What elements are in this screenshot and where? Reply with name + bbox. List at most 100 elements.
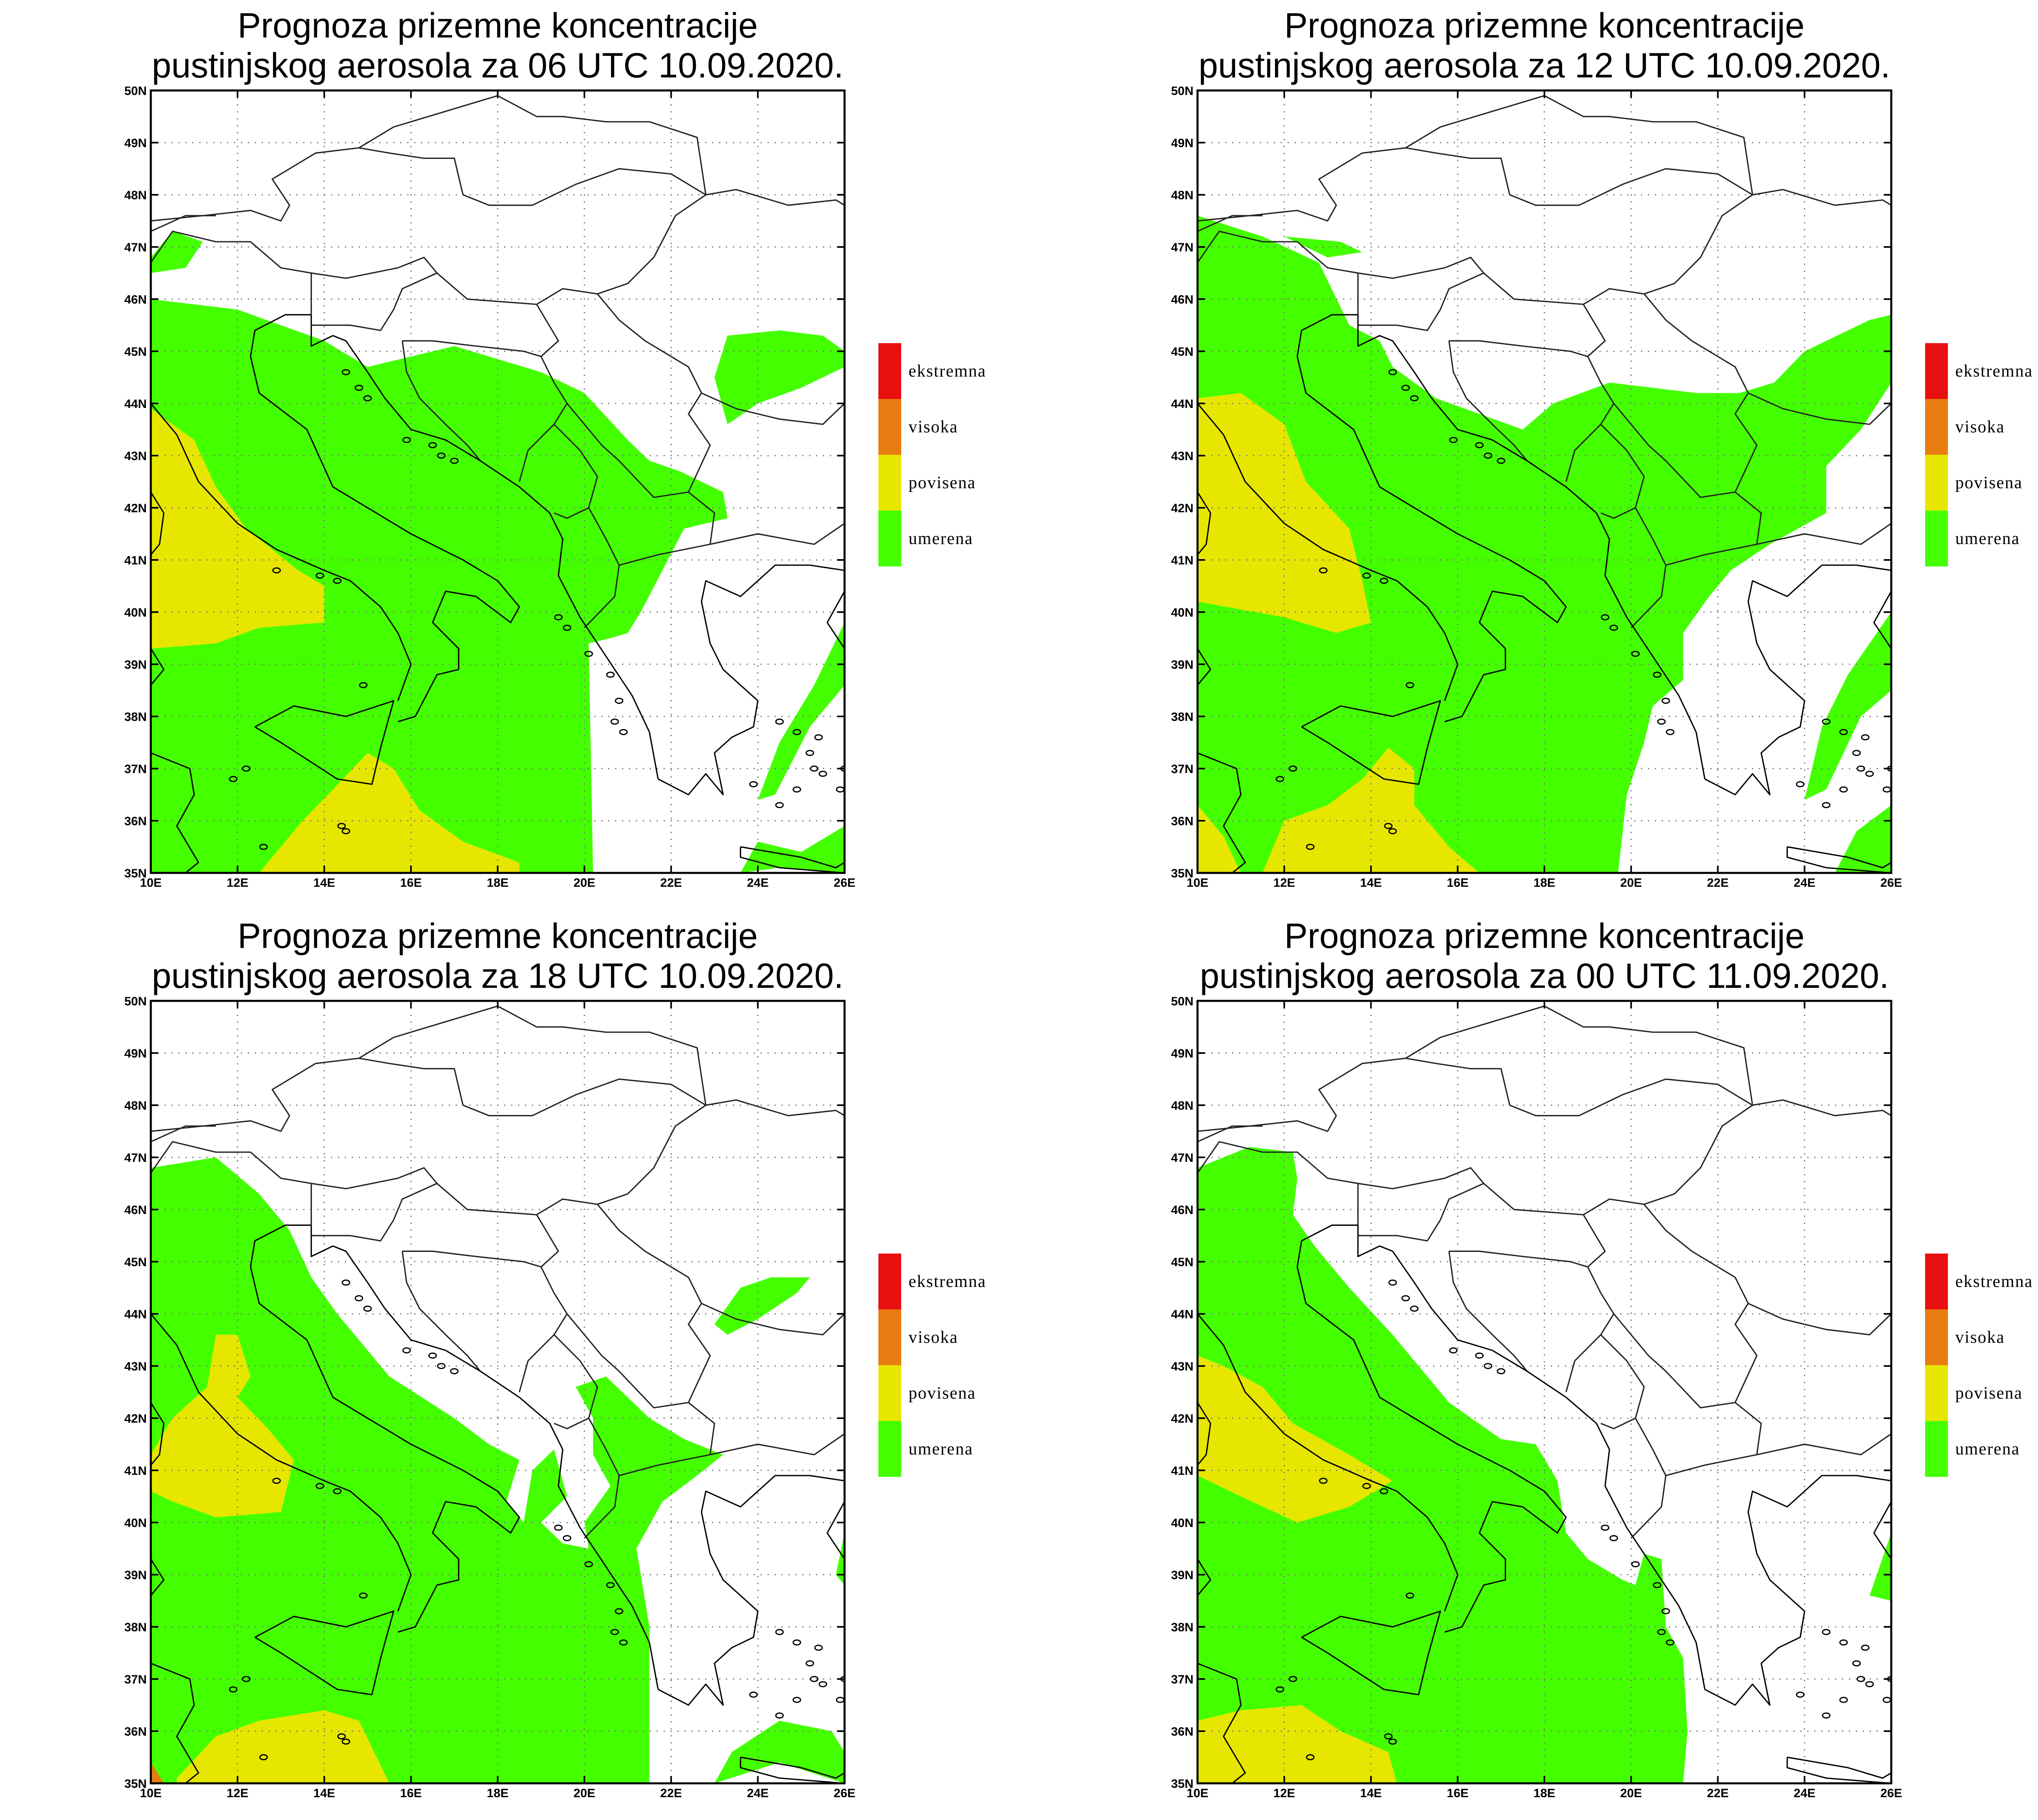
coastline (151, 1663, 199, 1783)
region-povisena (151, 408, 324, 649)
lat-label: 49N (124, 1047, 147, 1060)
lon-label: 12E (1273, 876, 1295, 890)
country-border (1630, 1418, 1667, 1539)
legend-label-umerena: umerena (909, 529, 973, 548)
legend-swatch-povisena (1925, 1365, 1948, 1421)
lon-label: 26E (834, 876, 855, 890)
country-border (1448, 1251, 1528, 1372)
island (1275, 776, 1284, 782)
country-border (619, 523, 845, 566)
lat-label: 44N (124, 1308, 147, 1321)
coastline (740, 846, 845, 873)
island (1631, 650, 1640, 657)
coastline (1198, 1402, 1211, 1466)
coastline (1357, 315, 1706, 779)
lon-label: 14E (313, 1787, 335, 1800)
island (342, 828, 351, 835)
lon-label: 18E (1533, 1787, 1555, 1800)
panel-title-line2: pustinjskog aerosola za 06 UTC 10.09.202… (152, 46, 843, 85)
map-area (151, 90, 845, 873)
panel-title-line1: Prognoza prizemne koncentracije (238, 917, 758, 956)
legend-label-umerena: umerena (1955, 529, 2020, 548)
legend-swatch-umerena (878, 1421, 901, 1477)
lat-label: 47N (124, 241, 147, 254)
lon-label: 18E (487, 876, 508, 890)
legend-swatch-umerena (1925, 511, 1948, 566)
country-border (1198, 147, 1511, 222)
lat-label: 37N (124, 1673, 147, 1686)
country-border (1198, 1058, 1511, 1132)
island (1388, 828, 1397, 835)
lat-label: 42N (1171, 502, 1193, 515)
region-visoka (151, 1762, 164, 1783)
region-povisena (1198, 805, 1241, 873)
coastline (250, 314, 520, 723)
lat-label: 41N (1171, 554, 1193, 567)
island (1275, 1686, 1284, 1693)
panel-title-line2: pustinjskog aerosola za 00 UTC 11.09.202… (1200, 956, 1889, 996)
island (259, 1754, 268, 1761)
map-area (151, 1001, 845, 1783)
lat-label: 37N (124, 762, 147, 776)
lat-label: 46N (124, 293, 147, 306)
coastline (657, 564, 845, 795)
legend: ekstremna visoka povisena umerena (1925, 343, 2032, 566)
country-border (554, 1334, 598, 1430)
island (1839, 1697, 1848, 1703)
country-border (1613, 1313, 1736, 1408)
island (1822, 1712, 1831, 1719)
island (1865, 771, 1874, 777)
lon-label: 12E (227, 1787, 248, 1800)
island (584, 1561, 593, 1567)
lon-label: 18E (487, 1787, 508, 1800)
island (619, 1639, 628, 1646)
island (333, 577, 342, 584)
island (1388, 1279, 1397, 1286)
coastline (1787, 846, 1891, 873)
island (1497, 1368, 1506, 1375)
coastline (1704, 564, 1891, 795)
island (1475, 1352, 1484, 1359)
region-povisena (176, 1710, 390, 1783)
lon-label: 24E (747, 1787, 769, 1800)
coastline (151, 1313, 412, 1612)
island (1609, 1535, 1618, 1541)
island (1410, 395, 1419, 401)
island (584, 650, 593, 657)
lat-label: 44N (1171, 1308, 1193, 1321)
island (359, 1592, 368, 1599)
lat-label: 48N (124, 189, 147, 202)
island (1796, 1691, 1805, 1698)
lat-label: 39N (1171, 1569, 1193, 1582)
lon-label: 20E (1620, 876, 1642, 890)
legend-swatch-povisena (878, 455, 901, 511)
lat-label: 46N (124, 1203, 147, 1217)
island (428, 1352, 437, 1359)
region-umerena (151, 1157, 723, 1783)
island (810, 765, 819, 772)
lon-label: 22E (660, 1787, 682, 1800)
forecast-panels: Prognoza prizemne koncentracijepustinjsk… (124, 6, 2032, 1800)
country-border (401, 1251, 481, 1372)
panel-4: Prognoza prizemne koncentracijepustinjsk… (1171, 917, 2032, 1800)
region-umerena (151, 299, 728, 873)
lat-label: 37N (1171, 1673, 1193, 1686)
country-border (1613, 403, 1736, 498)
lon-label: 20E (573, 876, 595, 890)
island (1653, 1582, 1662, 1589)
island (450, 1368, 459, 1375)
island (1319, 567, 1328, 574)
panel-2: Prognoza prizemne koncentracijepustinjsk… (1171, 6, 2032, 890)
island (1852, 750, 1861, 756)
coastline (151, 1402, 165, 1466)
country-border (401, 341, 481, 461)
island (1865, 1681, 1874, 1688)
coastline (1357, 1225, 1706, 1690)
lat-label: 38N (1171, 710, 1193, 724)
island (355, 385, 364, 391)
island (1497, 458, 1506, 464)
legend-label-povisena: povisena (909, 474, 976, 492)
panel-title-line2: pustinjskog aerosola za 18 UTC 10.09.202… (152, 956, 843, 996)
island (818, 771, 827, 777)
country-border (706, 189, 845, 206)
